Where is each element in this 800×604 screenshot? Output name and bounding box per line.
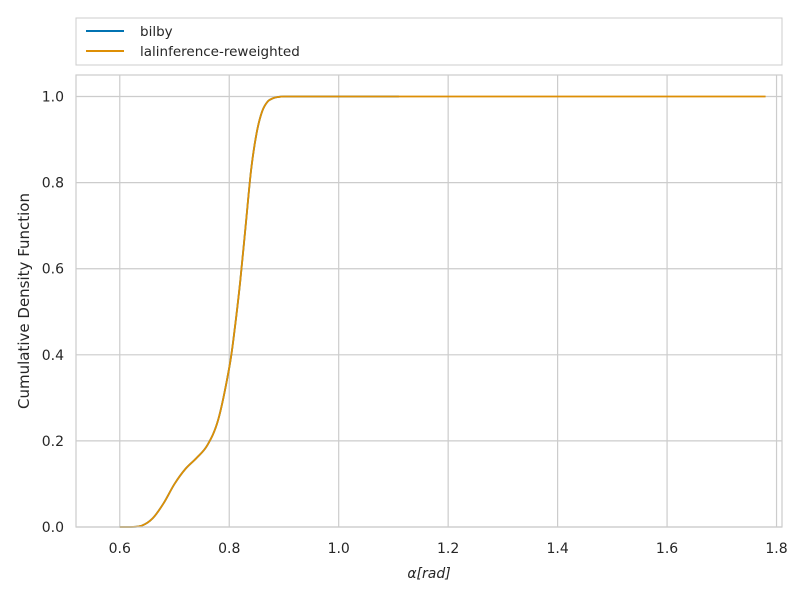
y-tick-label: 0.4 <box>42 348 64 364</box>
legend-label-0: bilby <box>140 24 173 40</box>
x-tick-label: 1.8 <box>765 541 787 557</box>
x-tick-label: 1.2 <box>437 541 459 557</box>
y-tick-label: 0.2 <box>42 434 64 450</box>
legend: bilby lalinference-reweighted <box>75 17 783 66</box>
x-tick-label: 1.6 <box>656 541 678 557</box>
x-tick-label: 1.0 <box>328 541 350 557</box>
y-tick-label: 0.8 <box>42 176 64 192</box>
series-line-1 <box>119 95 766 528</box>
plot-frame <box>75 74 783 528</box>
y-tick-label: 1.0 <box>42 90 64 106</box>
plot-area: 0.6 0.8 1.0 1.2 1.4 1.6 1.8 0.0 0.2 0.4 0.6 0.8 1.0 <box>42 74 788 557</box>
y-tick-label: 0.6 <box>42 262 64 278</box>
x-tick-label: 0.6 <box>109 541 131 557</box>
y-tick-label: 0.0 <box>42 520 64 536</box>
series-line-0 <box>119 95 399 528</box>
x-tick-label: 0.8 <box>218 541 240 557</box>
y-axis-ticks: 0.0 0.2 0.4 0.6 0.8 1.0 <box>42 90 64 536</box>
x-axis-label: α[rad] <box>407 566 450 582</box>
x-axis-ticks: 0.6 0.8 1.0 1.2 1.4 1.6 1.8 <box>109 541 788 557</box>
y-axis-label: Cumulative Density Function <box>15 193 33 409</box>
grid <box>76 75 782 528</box>
x-tick-label: 1.4 <box>546 541 568 557</box>
legend-frame <box>75 17 783 66</box>
series-lines <box>119 95 766 528</box>
legend-label-1: lalinference-reweighted <box>140 44 300 60</box>
